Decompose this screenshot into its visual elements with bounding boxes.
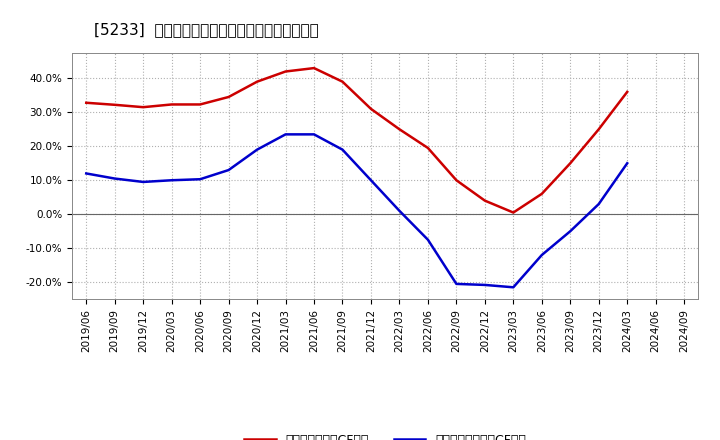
有利子負債営業CF比率 — [225, 94, 233, 99]
有利子負債営業CF比率 — [595, 127, 603, 132]
有利子負債フリーCF比率 — [452, 281, 461, 286]
有利子負債営業CF比率 — [253, 79, 261, 84]
有利子負債フリーCF比率 — [566, 229, 575, 234]
有利子負債営業CF比率 — [310, 66, 318, 71]
Line: 有利子負債営業CF比率: 有利子負債営業CF比率 — [86, 68, 627, 213]
有利子負債営業CF比率 — [366, 106, 375, 111]
有利子負債営業CF比率 — [338, 79, 347, 84]
有利子負債フリーCF比率 — [366, 178, 375, 183]
Text: [5233]  有利子負債キャッシュフロー比率の推移: [5233] 有利子負債キャッシュフロー比率の推移 — [94, 22, 318, 37]
有利子負債フリーCF比率 — [480, 282, 489, 288]
有利子負債フリーCF比率 — [282, 132, 290, 137]
有利子負債フリーCF比率 — [167, 178, 176, 183]
有利子負債フリーCF比率 — [623, 161, 631, 166]
有利子負債営業CF比率 — [623, 89, 631, 95]
有利子負債フリーCF比率 — [537, 253, 546, 258]
有利子負債フリーCF比率 — [509, 285, 518, 290]
有利子負債営業CF比率 — [452, 178, 461, 183]
有利子負債フリーCF比率 — [395, 208, 404, 213]
有利子負債営業CF比率 — [139, 105, 148, 110]
有利子負債フリーCF比率 — [253, 147, 261, 152]
有利子負債営業CF比率 — [566, 161, 575, 166]
有利子負債フリーCF比率 — [139, 180, 148, 185]
有利子負債営業CF比率 — [167, 102, 176, 107]
有利子負債フリーCF比率 — [310, 132, 318, 137]
有利子負債営業CF比率 — [282, 69, 290, 74]
有利子負債営業CF比率 — [196, 102, 204, 107]
有利子負債営業CF比率 — [110, 102, 119, 107]
有利子負債営業CF比率 — [395, 127, 404, 132]
有利子負債営業CF比率 — [423, 145, 432, 150]
有利子負債営業CF比率 — [82, 100, 91, 106]
有利子負債フリーCF比率 — [423, 237, 432, 242]
有利子負債フリーCF比率 — [338, 147, 347, 152]
有利子負債営業CF比率 — [509, 210, 518, 215]
有利子負債営業CF比率 — [537, 191, 546, 197]
有利子負債フリーCF比率 — [196, 176, 204, 182]
Legend: 有利子負債営業CF比率, 有利子負債フリーCF比率: 有利子負債営業CF比率, 有利子負債フリーCF比率 — [244, 433, 526, 440]
有利子負債フリーCF比率 — [595, 202, 603, 207]
有利子負債フリーCF比率 — [225, 167, 233, 172]
Line: 有利子負債フリーCF比率: 有利子負債フリーCF比率 — [86, 134, 627, 287]
有利子負債フリーCF比率 — [110, 176, 119, 181]
有利子負債営業CF比率 — [480, 198, 489, 203]
有利子負債フリーCF比率 — [82, 171, 91, 176]
